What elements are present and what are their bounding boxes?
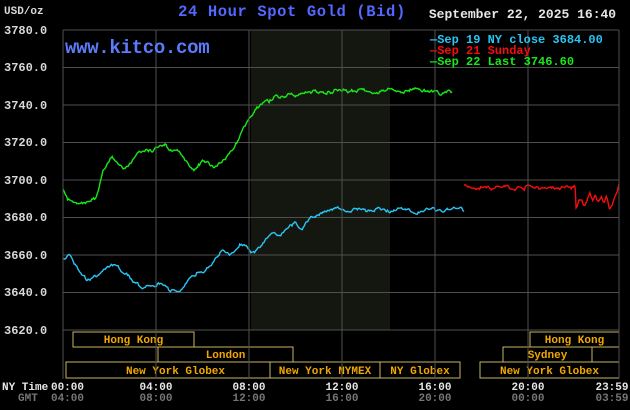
svg-text:Hong Kong: Hong Kong: [545, 335, 604, 347]
svg-text:London: London: [206, 350, 246, 362]
svg-text:New York NYMEX: New York NYMEX: [279, 366, 372, 378]
svg-text:New York Globex: New York Globex: [126, 366, 225, 378]
svg-text:NY Globex: NY Globex: [390, 366, 450, 378]
svg-text:Sydney: Sydney: [528, 350, 568, 362]
svg-text:Hong Kong: Hong Kong: [104, 335, 163, 347]
svg-text:New York Globex: New York Globex: [500, 366, 599, 378]
